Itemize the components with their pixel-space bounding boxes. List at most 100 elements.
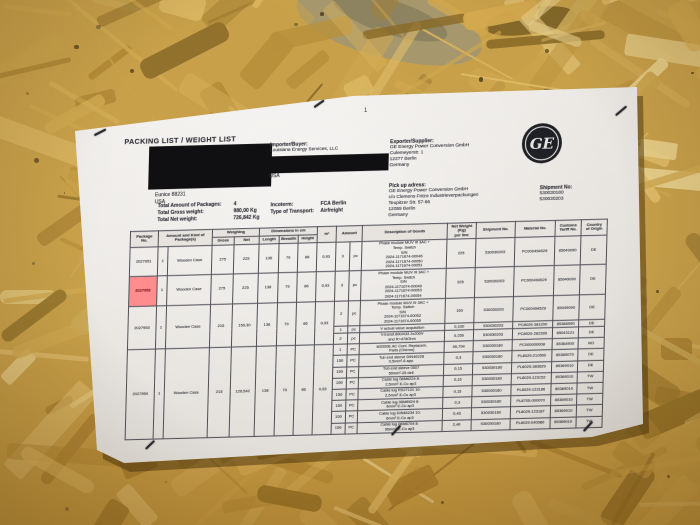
- table-cell: 0,43: [442, 408, 472, 421]
- shipment-numbers-block: Shipment No: 530030180 530030203: [539, 185, 572, 204]
- column-header: Country of Origin: [581, 219, 608, 236]
- table-cell: 150: [332, 355, 348, 367]
- total-net-value: 726,842 Kg: [233, 214, 260, 222]
- table-cell: 79: [274, 345, 296, 436]
- table-cell: 150: [332, 366, 347, 379]
- table-cell: 275: [210, 274, 234, 305]
- exporter-block: Exporter/Supplier: GE Energy Power Conve…: [389, 137, 469, 169]
- exporter-line: Germany: [389, 162, 410, 169]
- table-cell: PC: [345, 422, 358, 434]
- wood-speck: [294, 22, 298, 27]
- table-cell: 79: [278, 243, 299, 274]
- table-cell: PC000494529: [514, 236, 556, 268]
- table-cell: 86: [293, 344, 315, 436]
- table-cell: Wooden Case: [166, 274, 212, 306]
- table-cell: 225: [233, 244, 260, 275]
- table-cell: 2027951: [129, 246, 159, 278]
- table-cell: 85369010: [551, 371, 578, 384]
- table-cell: 2027953: [127, 306, 157, 350]
- ge-logo-icon: GE: [520, 122, 563, 165]
- table-cell: 150: [444, 297, 475, 324]
- wood-speck: [320, 12, 324, 16]
- importer-block: Importer/Buyer: Louisiana Energy Service…: [269, 139, 389, 179]
- table-cell: 530030203: [475, 237, 516, 269]
- description-cell: Phase module MUV III 3AC + Temp. Switch S/…: [359, 298, 446, 326]
- wood-speck: [96, 24, 101, 29]
- column-header: Shipment No.: [476, 221, 516, 239]
- table-cell: 86: [296, 272, 317, 303]
- wood-speck: [478, 77, 483, 82]
- totals-block: Total Amount of Packages: 4 Total Gross w…: [157, 201, 260, 225]
- table-cell: PC: [345, 399, 358, 412]
- packing-table: Package No. Amount and Kind of Package(s) We…: [125, 219, 608, 441]
- table-cell: 138: [254, 345, 277, 437]
- table-cell: 2,40: [442, 419, 472, 432]
- redacted-consignee-address: [148, 143, 273, 190]
- table-cell: 2: [333, 332, 348, 345]
- table-cell: PC000494529: [512, 295, 554, 322]
- wood-speck: [165, 481, 167, 483]
- table-cell: 0,93: [312, 344, 334, 435]
- table-cell: 85369010: [551, 360, 578, 373]
- table-cell: 2027954: [125, 349, 156, 440]
- total-gross-value: 980,00 Kg: [233, 207, 257, 215]
- table-cell: 150: [332, 377, 347, 390]
- table-cell: pc: [349, 241, 363, 272]
- wood-speck: [691, 71, 694, 75]
- wood-speck: [63, 192, 66, 194]
- table-cell: 85369070: [551, 349, 579, 362]
- table-cell: 46,704: [444, 340, 474, 353]
- table-cell: PC: [345, 388, 359, 401]
- column-header: m³: [317, 226, 337, 243]
- table-cell: 85049090: [552, 294, 580, 321]
- consignee-city: Eunice 88231: [154, 191, 186, 199]
- table-cell: 530030180: [471, 418, 511, 431]
- table-cell: pc: [347, 332, 360, 345]
- table-cell: DE: [578, 294, 606, 321]
- table-cell: 0,15: [443, 363, 473, 376]
- table-cell: 150: [331, 388, 347, 401]
- table-cell: 85369010: [550, 405, 577, 418]
- table-cell: 3: [334, 271, 350, 302]
- table-cell: 225: [445, 268, 476, 299]
- table-cell: 0,93: [314, 301, 335, 345]
- page-number: 1: [364, 108, 368, 114]
- table-cell: 0,3: [443, 351, 474, 364]
- wood-speck: [33, 157, 39, 163]
- total-net-label: Total Net weight:: [157, 216, 198, 224]
- table-cell: 126,542: [229, 346, 257, 437]
- table-cell: 150: [331, 411, 346, 424]
- table-cell: 150: [331, 422, 346, 435]
- table-cell: 85369010: [549, 416, 577, 429]
- pickup-line: Germany: [388, 213, 408, 219]
- table-cell: Wooden Case: [163, 347, 210, 439]
- packing-list-document: PACKING LIST / WEIGHT LIST Eunice 88231 …: [86, 106, 627, 465]
- table-cell: DE: [580, 234, 607, 266]
- table-cell: 0,15: [443, 374, 473, 387]
- column-header: Package No.: [130, 230, 159, 248]
- total-packages-value: 4: [233, 201, 237, 208]
- table-cell: 0,93: [315, 271, 336, 302]
- table-cell: 225: [232, 273, 259, 305]
- table-cell: 85364900: [552, 338, 579, 350]
- table-cell: 79: [276, 302, 297, 346]
- table-cell: 150: [331, 400, 346, 412]
- svg-text:GE: GE: [530, 134, 555, 153]
- column-header: Material No.: [515, 220, 556, 238]
- table-cell: 0,3: [442, 396, 472, 409]
- table-cell: 138: [257, 273, 279, 304]
- table-cell: DE: [577, 348, 605, 361]
- table-cell: DE: [579, 264, 607, 295]
- table-cell: 215: [207, 347, 232, 438]
- table-cell: 0,93: [316, 242, 337, 273]
- pickup-address-block: Pick up adress: GE Energy Power Conversi…: [388, 181, 479, 220]
- table-cell: PC: [346, 354, 360, 367]
- description-cell: Phase module MUV III 3AC + Temp. Switch S/…: [360, 268, 447, 301]
- table-cell: 275: [211, 244, 235, 275]
- table-cell: PC: [347, 343, 360, 356]
- table-cell: 85049090: [554, 235, 582, 266]
- table-cell: DE: [577, 359, 604, 372]
- table-cell: 138: [256, 302, 278, 347]
- table-cell: PC000494529: [513, 265, 555, 297]
